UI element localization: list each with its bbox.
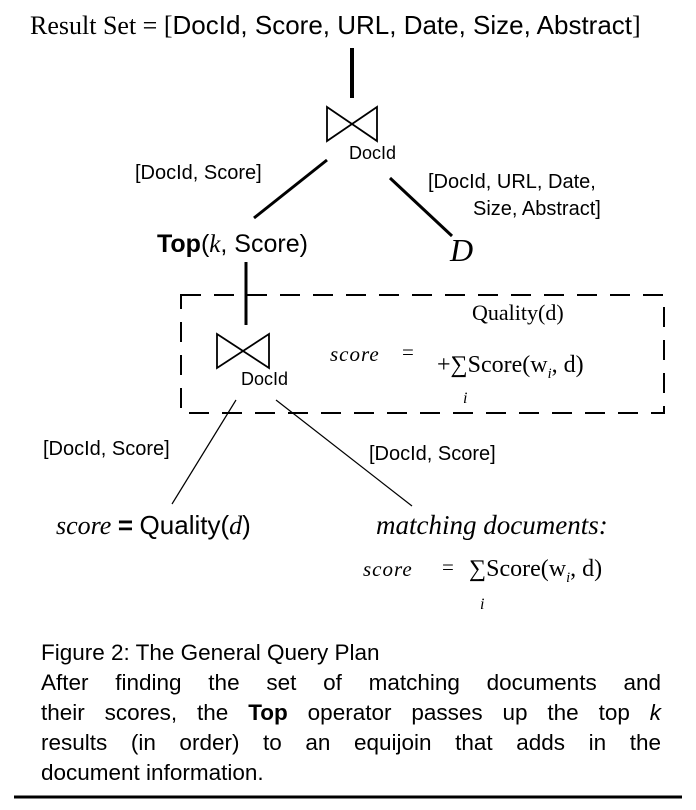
matching-sum-index: i (480, 596, 485, 613)
matching-subscript: i (566, 569, 571, 586)
result-set-fields: DocId, Score, URL, Date, Size, Abstract (172, 10, 633, 40)
edge-label-right-top-2: Size, Abstract] (473, 198, 601, 220)
quality-equals: = (117, 510, 134, 540)
edge-label-right-bottom: [DocId, Score] (369, 443, 496, 465)
inner-quality-label: Quality(d) (472, 300, 564, 326)
inner-score-fn: Score(w (467, 352, 548, 378)
quality-close: ) (242, 510, 251, 540)
top-operator-k: k (209, 231, 221, 258)
inner-score-word: score (330, 342, 380, 366)
quality-var: d (229, 511, 243, 540)
matching-score-fn: Score(w (486, 556, 567, 582)
inner-subscript: i (547, 365, 552, 382)
top-operator-paren: ( (200, 230, 210, 258)
result-set-prefix: Result Set = [ (30, 11, 173, 40)
figure-title: Figure 2: The General Query Plan (41, 640, 380, 665)
caption-line-3: results (in order) to an equijoin that a… (41, 730, 661, 755)
top-join-label: DocId (349, 143, 397, 163)
dashed-box (180, 294, 665, 414)
top-operator-rest: , Score) (220, 230, 308, 258)
inner-fn-tail: , d) (551, 352, 584, 378)
quality-fn: Quality( (139, 510, 230, 540)
matching-fn-tail: , d) (570, 556, 603, 582)
top-operator-name: Top (157, 230, 201, 258)
top-operator: Top(k, Score) (157, 230, 308, 259)
edge-label-right-top-1: [DocId, URL, Date, (428, 171, 596, 193)
caption-line-2: their scores, the Top operator passes up… (41, 698, 661, 728)
edge-label-left-top: [DocId, Score] (135, 162, 262, 184)
caption-line-2-k: k (649, 700, 661, 725)
matching-equals: = (442, 555, 454, 579)
quality-score-word: score (56, 511, 112, 540)
matching-sum: ∑ (469, 556, 487, 582)
inner-quality-text: Quality(d) (472, 300, 564, 325)
edge-join-to-top (253, 158, 328, 220)
inner-join-label: DocId (241, 369, 289, 389)
inner-formula-sum: +∑Score(wi, d) (437, 352, 584, 383)
matching-title: matching documents: (376, 510, 608, 540)
caption-line-1: After finding the set of matching docume… (41, 670, 661, 695)
inner-equals: = (402, 340, 414, 364)
matching-formula: ∑Score(wi, d) (469, 556, 602, 587)
matching-score-word: score (363, 557, 413, 581)
result-set-suffix: ] (632, 11, 641, 40)
caption-line-4: document information. (41, 760, 264, 785)
edge-inner-to-quality (171, 399, 237, 505)
edge-join-to-d (388, 176, 454, 238)
caption-line-2-pre: their scores, the (41, 700, 229, 725)
inner-sum-index: i (463, 390, 468, 407)
edge-inner-to-matching (275, 399, 413, 507)
inner-plus-sum: +∑ (437, 352, 468, 378)
caption-line-2-bold: Top (248, 700, 288, 725)
inner-join-icon (216, 332, 270, 370)
caption-line-2-post: operator passes up the top (307, 700, 630, 725)
result-set-heading: Result Set = [DocId, Score, URL, Date, S… (30, 10, 641, 41)
quality-leaf: score = Quality(d) (56, 510, 251, 541)
top-join-icon (326, 105, 378, 143)
relation-d: D (450, 232, 474, 268)
edge-label-left-bottom: [DocId, Score] (43, 438, 170, 460)
